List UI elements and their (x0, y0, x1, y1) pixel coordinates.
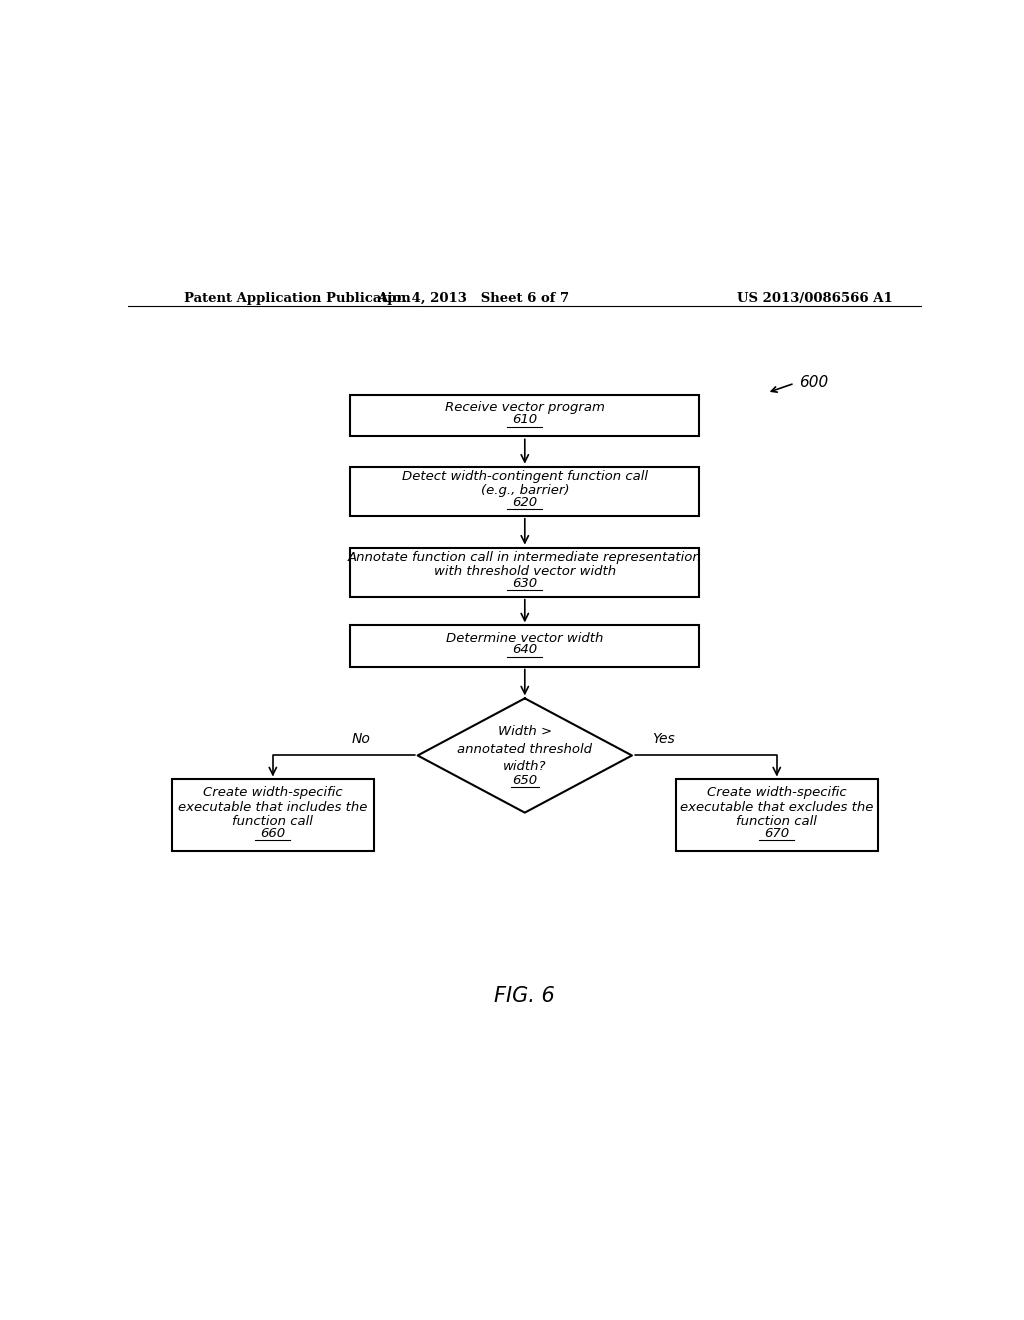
Text: Create width-specific: Create width-specific (707, 787, 847, 800)
Text: Apr. 4, 2013   Sheet 6 of 7: Apr. 4, 2013 Sheet 6 of 7 (377, 292, 569, 305)
Text: Detect width-contingent function call: Detect width-contingent function call (401, 470, 648, 483)
Text: (e.g., barrier): (e.g., barrier) (480, 484, 569, 496)
Text: annotated threshold: annotated threshold (458, 743, 592, 755)
Text: width?: width? (503, 760, 547, 774)
Polygon shape (418, 698, 632, 813)
Text: function call: function call (232, 814, 313, 828)
Text: 650: 650 (512, 774, 538, 787)
Text: Annotate function call in intermediate representation: Annotate function call in intermediate r… (348, 550, 701, 564)
Text: Width >: Width > (498, 725, 552, 738)
FancyBboxPatch shape (676, 779, 878, 850)
Text: function call: function call (736, 814, 817, 828)
Text: Receive vector program: Receive vector program (444, 401, 605, 414)
Text: 600: 600 (799, 375, 827, 389)
FancyBboxPatch shape (350, 466, 699, 516)
Text: executable that excludes the: executable that excludes the (680, 800, 873, 813)
Text: Create width-specific: Create width-specific (203, 787, 343, 800)
Text: 640: 640 (512, 643, 538, 656)
FancyBboxPatch shape (350, 626, 699, 667)
Text: Yes: Yes (652, 733, 675, 746)
FancyBboxPatch shape (350, 548, 699, 597)
Text: 670: 670 (764, 826, 790, 840)
Text: with threshold vector width: with threshold vector width (434, 565, 615, 578)
Text: 630: 630 (512, 577, 538, 590)
Text: No: No (351, 733, 370, 746)
Text: 620: 620 (512, 496, 538, 508)
Text: 660: 660 (260, 826, 286, 840)
Text: executable that includes the: executable that includes the (178, 800, 368, 813)
Text: Patent Application Publication: Patent Application Publication (183, 292, 411, 305)
Text: US 2013/0086566 A1: US 2013/0086566 A1 (736, 292, 892, 305)
FancyBboxPatch shape (172, 779, 374, 850)
FancyBboxPatch shape (350, 395, 699, 437)
Text: 610: 610 (512, 413, 538, 426)
Text: FIG. 6: FIG. 6 (495, 986, 555, 1006)
Text: Determine vector width: Determine vector width (446, 631, 603, 644)
